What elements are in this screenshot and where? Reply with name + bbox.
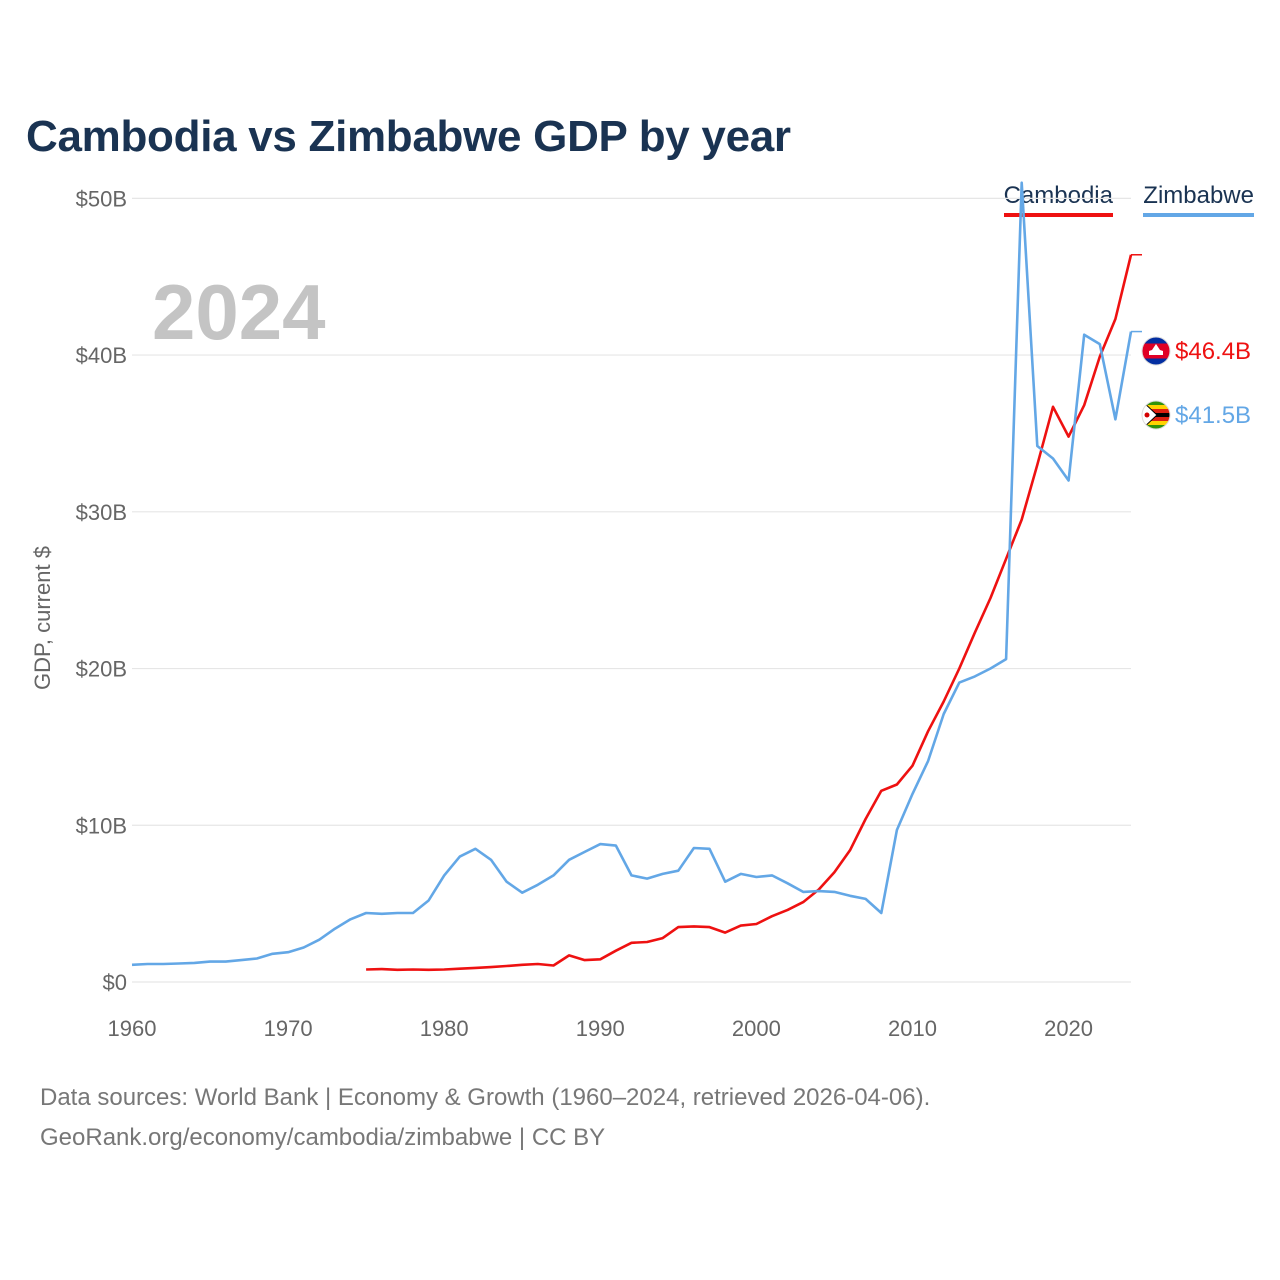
- chart-title: Cambodia vs Zimbabwe GDP by year: [26, 112, 791, 161]
- x-axis-ticks: 1960 1970 1980 1990 2000 2010 2020: [108, 1016, 1094, 1041]
- y-tick-label: $40B: [76, 343, 127, 368]
- end-value-label-cambodia: $46.4B: [1175, 338, 1251, 365]
- series-end-markers: $46.4B $41.5B: [1131, 254, 1251, 430]
- series-line-cambodia: [366, 254, 1133, 972]
- series-lines: [131, 181, 1133, 972]
- y-tick-label: $50B: [76, 186, 127, 211]
- end-value-label-zimbabwe: $41.5B: [1175, 402, 1251, 429]
- y-tick-label: $10B: [76, 813, 127, 838]
- series-line-zimbabwe: [131, 181, 1133, 967]
- legend-item-zimbabwe[interactable]: Zimbabwe: [1143, 182, 1254, 217]
- data-source-text: Data sources: World Bank | Economy & Gro…: [40, 1084, 931, 1111]
- attribution-text: GeoRank.org/economy/cambodia/zimbabwe | …: [40, 1124, 606, 1151]
- x-tick-label: 2000: [732, 1016, 781, 1041]
- x-tick-label: 1960: [108, 1016, 157, 1041]
- x-tick-label: 1970: [264, 1016, 313, 1041]
- y-axis-title: GDP, current $: [30, 546, 55, 690]
- zimbabwe-flag-icon: [1141, 400, 1171, 430]
- x-tick-label: 2020: [1044, 1016, 1093, 1041]
- x-tick-label: 2010: [888, 1016, 937, 1041]
- y-tick-label: $0: [103, 970, 127, 995]
- x-tick-label: 1990: [576, 1016, 625, 1041]
- y-axis-ticks: $0 $10B $20B $30B $40B $50B: [76, 186, 127, 995]
- gridlines: [132, 197, 1131, 983]
- y-tick-label: $30B: [76, 500, 127, 525]
- cambodia-flag-icon: [1141, 336, 1171, 366]
- year-watermark: 2024: [152, 268, 326, 356]
- x-tick-label: 1980: [420, 1016, 469, 1041]
- y-tick-label: $20B: [76, 657, 127, 682]
